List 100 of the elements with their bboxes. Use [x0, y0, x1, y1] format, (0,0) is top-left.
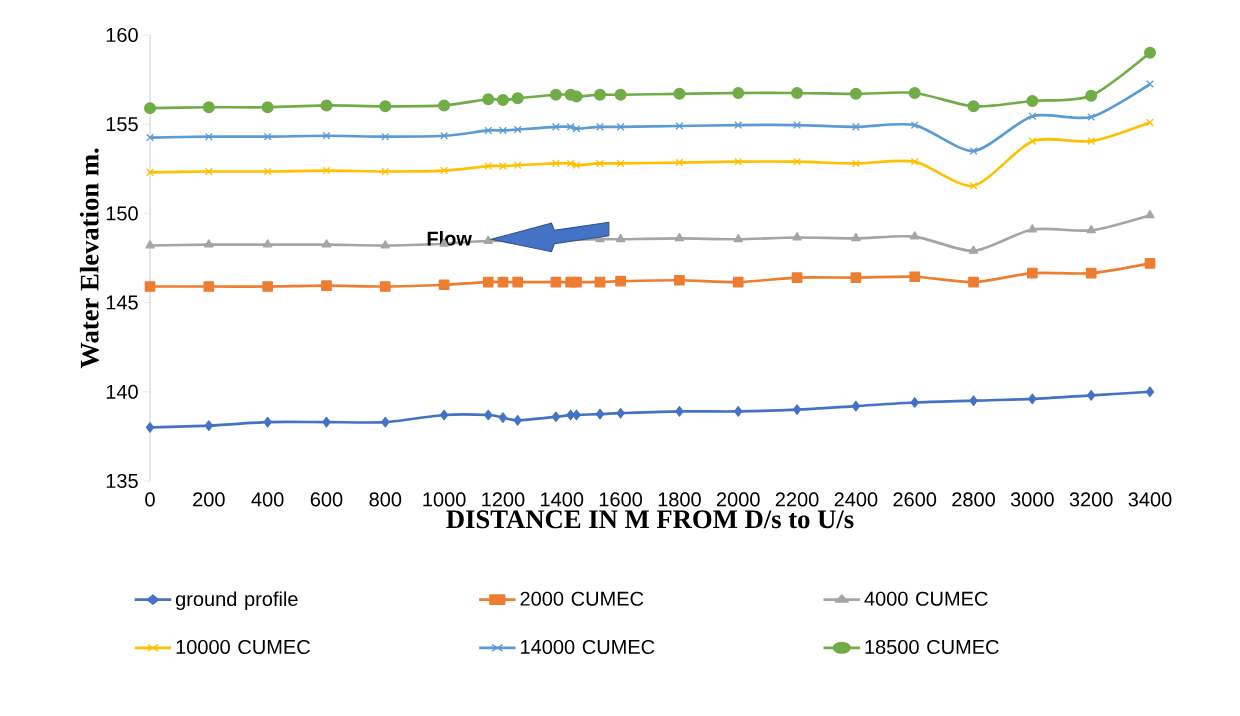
x-tick-label: 2000: [716, 492, 760, 507]
point: [498, 412, 508, 423]
point: [322, 416, 331, 428]
point: [851, 159, 860, 168]
point: [551, 411, 561, 423]
y-tick-label: 160: [106, 27, 138, 43]
point: [733, 233, 743, 243]
point: [379, 281, 391, 292]
point: [1146, 80, 1154, 89]
point: [320, 99, 333, 112]
legend-label: 2000 CUMEC: [520, 591, 644, 606]
point: [145, 240, 155, 249]
y-tick-label: 145: [106, 295, 138, 310]
point: [732, 276, 744, 288]
point: [262, 281, 273, 292]
point: [145, 422, 155, 433]
point: [146, 133, 154, 142]
point: [438, 279, 450, 291]
point: [1146, 118, 1154, 127]
x-tick-label: 2600: [893, 492, 937, 507]
point: [851, 233, 861, 242]
point: [513, 125, 522, 134]
point: [1087, 113, 1096, 122]
point: [1027, 267, 1038, 279]
point: [910, 231, 920, 240]
point: [263, 132, 272, 141]
point: [146, 168, 154, 177]
point: [968, 245, 979, 254]
point: [910, 121, 919, 130]
point: [675, 406, 684, 417]
point: [851, 400, 861, 412]
point: [482, 93, 495, 106]
point: [734, 121, 743, 130]
point: [381, 416, 390, 428]
x-axis-title: DISTANCE IN M FROM D/s to U/s: [446, 510, 854, 529]
point: [675, 158, 684, 167]
point: [551, 159, 560, 168]
point: [439, 409, 449, 421]
x-tick-label: 600: [310, 492, 343, 507]
x-tick-label: 1000: [423, 492, 466, 507]
point: [908, 86, 921, 99]
point: [144, 102, 157, 115]
point: [967, 100, 980, 113]
point: [1086, 225, 1096, 234]
point: [1026, 94, 1039, 107]
point: [674, 233, 685, 242]
point: [969, 395, 978, 407]
point: [910, 397, 919, 408]
point: [1085, 267, 1097, 279]
point: [674, 274, 685, 286]
point: [144, 281, 156, 292]
point: [321, 280, 332, 291]
point: [793, 157, 802, 166]
y-axis-title: Water Elevation m.: [79, 148, 99, 369]
point: [616, 122, 625, 131]
point: [850, 272, 862, 283]
point: [673, 87, 686, 100]
point: [204, 132, 213, 141]
x-tick-label: 2800: [952, 492, 995, 507]
point: [549, 88, 562, 101]
point: [614, 88, 627, 101]
point: [484, 409, 493, 421]
point: [732, 86, 745, 99]
point: [513, 161, 522, 170]
point: [483, 235, 493, 245]
point: [321, 239, 332, 248]
x-tick-label: 1200: [482, 492, 525, 507]
point: [570, 90, 583, 103]
y-tick-label: 140: [106, 384, 138, 399]
point: [551, 122, 560, 131]
x-tick-label: 1400: [541, 492, 584, 507]
point: [1144, 258, 1156, 269]
point: [1028, 112, 1037, 121]
point: [851, 122, 860, 131]
point: [322, 131, 331, 140]
point: [381, 167, 390, 176]
point: [1028, 393, 1037, 405]
point: [734, 157, 743, 166]
point: [615, 275, 626, 287]
x-tick-label: 1600: [599, 492, 643, 507]
point: [969, 181, 978, 190]
point: [616, 407, 625, 419]
point: [734, 406, 743, 417]
point: [910, 157, 919, 166]
point: [791, 272, 803, 283]
point: [572, 409, 581, 421]
point: [1144, 46, 1156, 59]
point: [380, 240, 391, 249]
point: [496, 94, 509, 107]
y-tick-label: 155: [106, 117, 138, 132]
point: [381, 132, 390, 141]
point: [484, 126, 493, 135]
point: [204, 167, 213, 176]
x-tick-label: 3000: [1010, 492, 1054, 507]
point: [513, 414, 522, 426]
point: [512, 276, 523, 288]
point: [1145, 209, 1155, 219]
legend-label: 14000 CUMEC: [521, 639, 655, 655]
point: [596, 159, 604, 168]
point: [792, 404, 802, 415]
